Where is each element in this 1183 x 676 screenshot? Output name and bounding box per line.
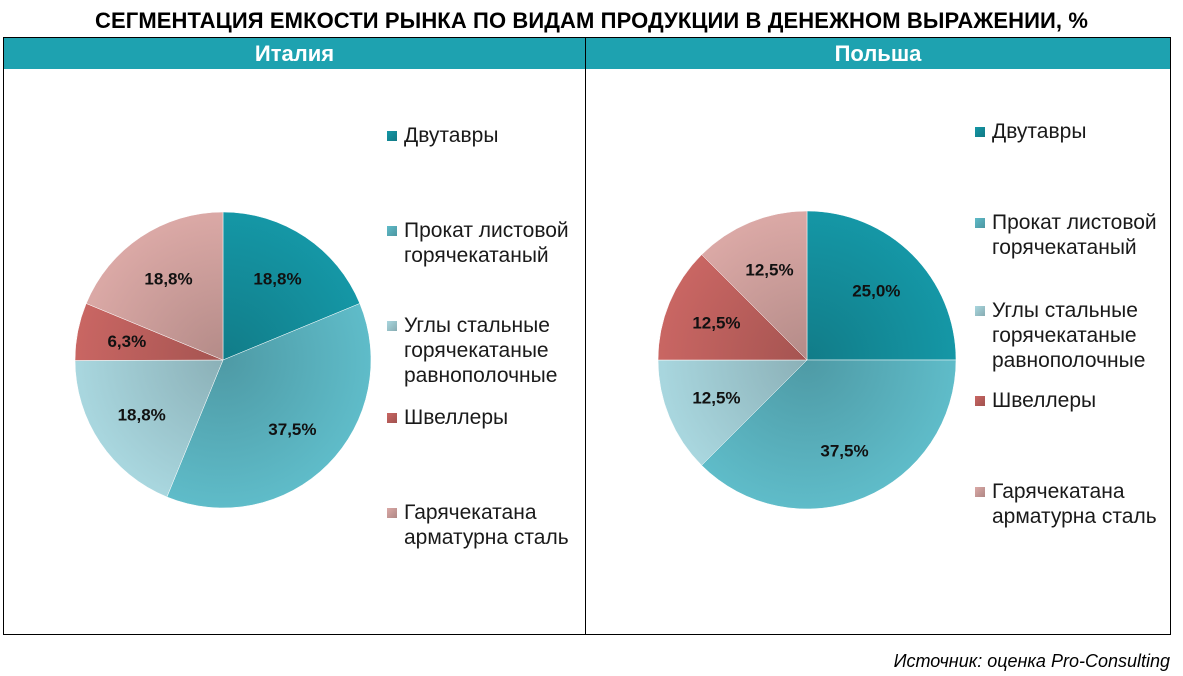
- pie-slice-label: 18,8%: [253, 270, 301, 289]
- legend-item: Углы стальные горячекатаные равнополочны…: [387, 313, 587, 388]
- pie-slice-label: 12,5%: [745, 260, 793, 279]
- pie-slice: [222, 211, 361, 361]
- legend-item: Швеллеры: [387, 405, 508, 430]
- legend-label: Швеллеры: [404, 406, 509, 429]
- legend-item: Швеллеры: [975, 388, 1096, 413]
- pie-slice-label: 37,5%: [820, 442, 868, 461]
- legend-label: Двутавры: [404, 124, 499, 147]
- pie-slice-label: 6,3%: [107, 332, 146, 351]
- legend-label: Гарячекатана арматурна сталь: [404, 501, 569, 549]
- legend-item: Углы стальные горячекатаные равнополочны…: [975, 298, 1165, 373]
- legend-label: Гарячекатана арматурна сталь: [992, 480, 1157, 528]
- panel-poland: Польша 25,0% 37,5% 12,5% 12,5% 12,5% Двутавр…: [585, 37, 1171, 635]
- pie-slice: [657, 254, 808, 361]
- legend-swatch: [387, 413, 397, 423]
- pie-slice-label: 18,8%: [118, 406, 166, 425]
- legend-swatch: [975, 306, 985, 316]
- pie-slice-label: 12,5%: [692, 313, 740, 332]
- pie-chart-italy: 18,8% 37,5% 18,8% 6,3% 18,8%: [74, 211, 372, 509]
- legend-item: Гарячекатана арматурна сталь: [975, 479, 1165, 529]
- panel-header-italy: Италия: [4, 38, 585, 69]
- legend-swatch: [387, 131, 397, 141]
- chart-title: СЕГМЕНТАЦИЯ ЕМКОСТИ РЫНКА ПО ВИДАМ ПРОДУ…: [95, 8, 1088, 33]
- legend-label: Прокат листовой горячекатаный: [404, 219, 569, 267]
- legend-swatch: [387, 508, 397, 518]
- pie-slice-label: 37,5%: [268, 420, 316, 439]
- legend-swatch: [975, 487, 985, 497]
- legend-item: Двутавры: [387, 123, 498, 148]
- legend-swatch: [975, 396, 985, 406]
- pie-slice-label: 25,0%: [852, 282, 900, 301]
- legend-swatch: [975, 218, 985, 228]
- pie-slice-label: 12,5%: [692, 389, 740, 408]
- legend-item: Двутавры: [975, 119, 1086, 144]
- pie-slice-label: 18,8%: [144, 270, 192, 289]
- legend-swatch: [387, 321, 397, 331]
- pie-slice: [166, 303, 372, 509]
- legend-label: Прокат листовой горячекатаный: [992, 211, 1157, 259]
- legend-item: Прокат листовой горячекатаный: [975, 210, 1165, 260]
- legend-label: Углы стальные горячекатаные равнополочны…: [404, 314, 558, 387]
- pie-slice: [701, 359, 957, 510]
- legend-swatch: [975, 127, 985, 137]
- pie-slice: [657, 359, 808, 466]
- pie-chart-poland: 25,0% 37,5% 12,5% 12,5% 12,5%: [657, 210, 957, 510]
- pie-slice: [806, 210, 957, 361]
- panel-header-poland: Польша: [586, 38, 1170, 69]
- legend-swatch: [387, 226, 397, 236]
- legend-label: Двутавры: [992, 120, 1087, 143]
- pie-slice: [74, 359, 224, 498]
- legend-label: Швеллеры: [992, 389, 1097, 412]
- source-note: Источник: оценка Pro-Consulting: [893, 651, 1170, 671]
- legend-item: Гарячекатана арматурна сталь: [387, 500, 587, 550]
- legend-label: Углы стальные горячекатаные равнополочны…: [992, 299, 1146, 372]
- panel-italy: Италия 18,8% 37,5% 18,8% 6,3% 18,8% Двутавры…: [3, 37, 586, 635]
- pie-slice: [701, 210, 808, 361]
- legend-item: Прокат листовой горячекатаный: [387, 218, 587, 268]
- pie-slice: [85, 211, 224, 361]
